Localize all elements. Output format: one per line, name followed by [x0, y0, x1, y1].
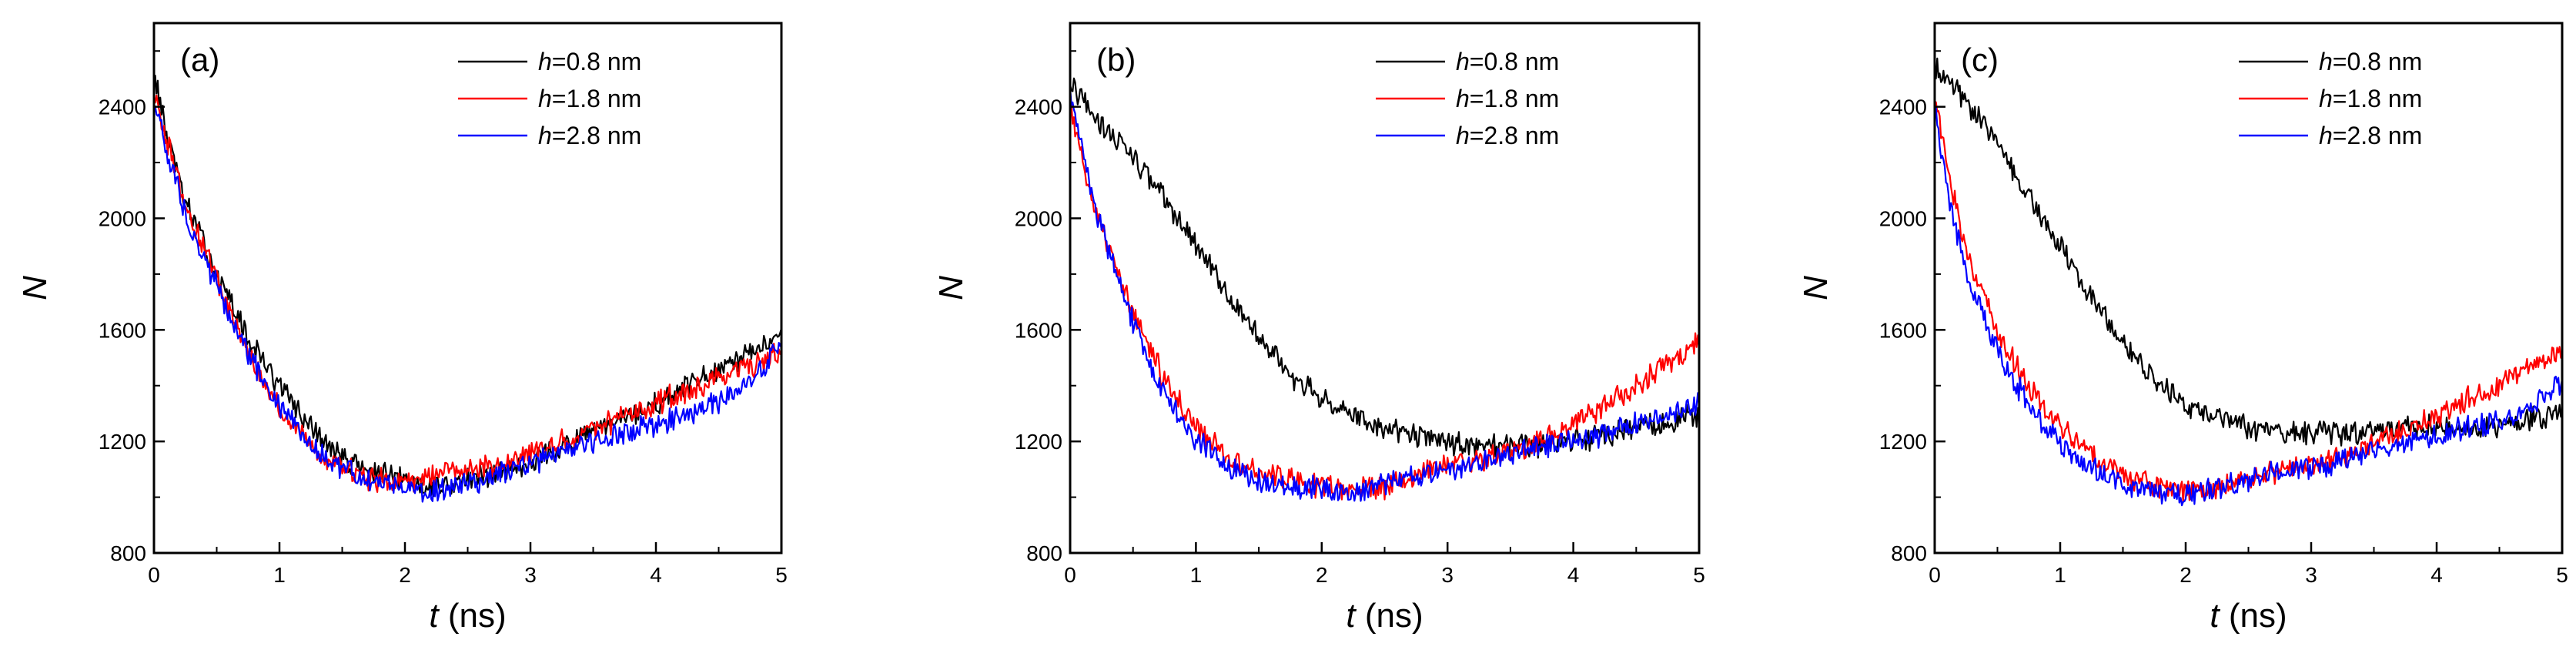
x-tick-label: 1 — [273, 563, 286, 587]
y-tick-label: 800 — [1026, 541, 1062, 565]
legend-label-2: h=2.8 nm — [1456, 122, 1559, 149]
x-tick-label: 2 — [399, 563, 411, 587]
series-line-1 — [1070, 99, 1699, 501]
x-tick-label: 0 — [1064, 563, 1076, 587]
chart-panel-0: 0 1 2 3 4 5 800 1200 1600 2000 2400 t (ns) N (a) h=0.8… — [16, 22, 788, 635]
x-tick-label: 3 — [524, 563, 537, 587]
series-line-2 — [154, 105, 781, 503]
series-group — [1070, 77, 1699, 502]
x-tick-label: 4 — [1567, 563, 1580, 587]
legend-label-0: h=0.8 nm — [1456, 48, 1559, 75]
y-tick-label: 800 — [110, 541, 146, 565]
y-tick-label: 2000 — [1879, 206, 1927, 230]
y-tick-label: 2000 — [1015, 206, 1062, 230]
plot-frame — [1069, 22, 1701, 555]
y-tick-label: 1600 — [1015, 318, 1062, 342]
y-axis-label: N — [932, 276, 970, 300]
y-tick-label: 2400 — [1879, 95, 1927, 119]
series-line-1 — [1935, 101, 2562, 503]
y-axis-label: N — [16, 276, 54, 300]
x-tick-label: 0 — [1929, 563, 1941, 587]
y-tick-label: 1200 — [1879, 430, 1927, 454]
x-axis-label: t (ns) — [2210, 597, 2287, 635]
x-tick-label: 5 — [775, 563, 788, 587]
legend-label-0: h=0.8 nm — [2319, 48, 2422, 75]
x-tick-label: 3 — [1441, 563, 1454, 587]
x-tick-label: 3 — [2305, 563, 2317, 587]
chart-panel-1: 0 1 2 3 4 5 800 1200 1600 2000 2400 t (ns) N (b) h=0.8… — [932, 22, 1705, 635]
y-tick-label: 1600 — [1879, 318, 1927, 342]
series-line-1 — [154, 94, 781, 493]
chart-panel-2: 0 1 2 3 4 5 800 1200 1600 2000 2400 t (ns) N (c) h=0.8… — [1797, 22, 2568, 635]
series-line-0 — [1935, 57, 2562, 447]
x-tick-label: 5 — [2556, 563, 2568, 587]
series-line-0 — [154, 75, 781, 498]
panel-label: (a) — [180, 42, 219, 78]
panel-label: (c) — [1961, 42, 1999, 78]
y-tick-label: 1600 — [99, 318, 146, 342]
x-tick-label: 1 — [2054, 563, 2066, 587]
y-tick-label: 1200 — [1015, 430, 1062, 454]
x-axis-label: t (ns) — [1346, 597, 1423, 635]
series-line-0 — [1070, 77, 1699, 459]
plot-frame — [1933, 22, 2564, 555]
x-tick-label: 4 — [650, 563, 662, 587]
legend-label-1: h=1.8 nm — [1456, 85, 1559, 112]
y-tick-label: 2000 — [99, 206, 146, 230]
y-tick-label: 2400 — [99, 95, 146, 119]
legend-label-2: h=2.8 nm — [2319, 122, 2422, 149]
legend-label-2: h=2.8 nm — [538, 122, 641, 149]
x-tick-label: 1 — [1190, 563, 1203, 587]
series-line-2 — [1935, 106, 2562, 507]
legend-label-0: h=0.8 nm — [538, 48, 641, 75]
y-tick-label: 2400 — [1015, 95, 1062, 119]
y-axis-label: N — [1797, 276, 1835, 300]
legend-label-1: h=1.8 nm — [538, 85, 641, 112]
x-tick-label: 2 — [1316, 563, 1328, 587]
x-tick-label: 0 — [148, 563, 160, 587]
panel-label: (b) — [1096, 42, 1136, 78]
x-axis-label: t (ns) — [429, 597, 506, 635]
x-tick-label: 4 — [2430, 563, 2443, 587]
x-tick-label: 2 — [2180, 563, 2192, 587]
series-group — [154, 75, 781, 503]
y-tick-label: 1200 — [99, 430, 146, 454]
series-line-2 — [1070, 86, 1699, 502]
x-tick-label: 5 — [1693, 563, 1705, 587]
y-tick-label: 800 — [1891, 541, 1927, 565]
series-group — [1935, 57, 2562, 507]
legend-label-1: h=1.8 nm — [2319, 85, 2422, 112]
